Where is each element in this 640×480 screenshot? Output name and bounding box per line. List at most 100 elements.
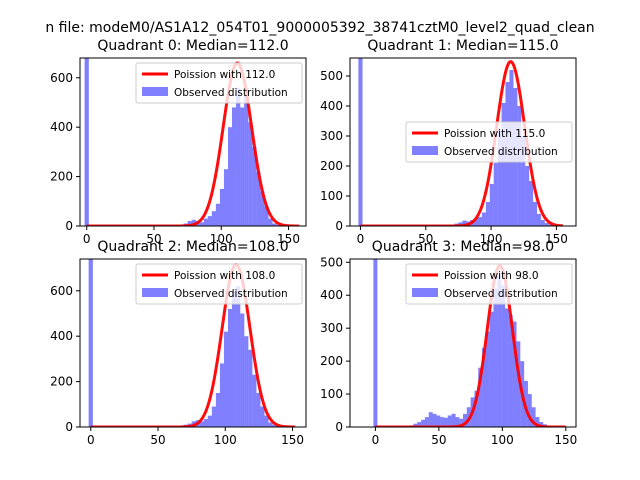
histogram-bar [493,163,498,226]
subplot-grid: Quadrant 0: Median=112.0 0 50 100 150 0 200 400… [50,38,577,447]
histogram-bar [474,390,479,427]
histogram-bar [512,321,517,427]
y-tick-label: 0 [65,420,73,434]
x-tick-label: 50 [418,232,433,246]
poisson-fit-line [374,264,567,427]
legend-patch-swatch [412,146,438,155]
histogram-bar [413,423,418,427]
histogram-bar [264,206,269,226]
histogram-bar [215,203,221,226]
legend-patch-swatch [412,288,438,297]
histogram-bar [421,419,426,427]
histogram-bar [252,146,257,226]
histogram-bar [462,220,467,226]
histogram-bar [260,191,265,226]
subplot-quadrant-2: Quadrant 2: Median=108.0 0 50 100 150 0 200 400… [50,239,307,447]
plot-area [373,259,567,427]
legend-label: Poission with 98.0 [444,270,539,282]
histogram-zero-spike [373,259,378,427]
axes-frame [349,57,577,227]
legend-patch-swatch [142,288,168,297]
histogram-bar [244,87,249,226]
legend-label: Observed distribution [444,146,558,158]
legend-label: Poission with 112.0 [174,69,275,81]
axes-frame [79,57,307,227]
histogram-bar [268,218,273,226]
histogram-bar [436,415,441,427]
histogram-bar [485,202,490,226]
y-tick-label: 100 [320,387,343,401]
histogram-bar [532,202,538,226]
x-tick-label: 0 [87,433,95,447]
legend-label: Poission with 108.0 [174,270,275,282]
x-tick-label: 50 [431,433,446,447]
y-tick-label: 200 [50,375,73,389]
histogram-bar [191,219,196,226]
histogram-bar [497,130,502,226]
y-tick-label: 400 [320,288,343,302]
histogram-bar [504,308,509,427]
histogram-bar [236,286,241,427]
histogram-zero-spike [88,259,93,427]
histogram-bar [219,188,225,226]
histogram-bar [272,223,277,226]
histogram-bar [232,290,237,427]
x-tick-label: 50 [150,433,165,447]
histogram-bar [215,392,221,427]
y-tick-label: 400 [50,120,73,134]
legend-box [405,263,573,305]
subplot-quadrant-0: Quadrant 0: Median=112.0 0 50 100 150 0 200 400… [50,38,307,246]
histogram-bar [232,107,237,226]
histogram-bar [244,336,249,427]
y-tick-label: 600 [50,71,73,85]
legend-box [135,62,303,104]
histogram-bar [223,331,229,427]
plot-area [88,259,297,427]
histogram-bar [240,313,245,427]
x-tick-label: 100 [210,232,233,246]
x-tick-label: 0 [372,433,380,447]
histogram-bar [223,169,229,226]
histogram-bar [508,315,513,427]
histogram-bar [203,419,208,427]
histogram-bar [447,415,452,427]
histogram-bar [525,166,530,226]
histogram-bar [211,406,217,427]
histogram-bar [535,417,540,427]
histogram-bar [268,422,273,427]
x-tick-label: 100 [491,433,514,447]
histogram-zero-spike [358,58,363,226]
subplot-quadrant-3: Quadrant 3: Median=98.0 0 50 100 150 0 100 200 3… [320,239,577,447]
y-tick-label: 400 [50,329,73,343]
histogram-bar [256,171,261,226]
histogram-bar [248,122,253,226]
histogram-bar [459,418,464,427]
y-tick-label: 300 [320,129,343,143]
y-tick-label: 0 [335,420,343,434]
legend-label: Observed distribution [174,87,288,99]
axes-frame [79,258,307,428]
y-tick-label: 600 [50,284,73,298]
histogram-bar [219,363,225,427]
histogram-bar [463,413,467,427]
histogram-bar [276,224,281,226]
legend: Poission with 108.0 Observed distribution [135,263,303,305]
x-tick-label: 50 [146,232,161,246]
histogram-bar [252,374,257,427]
histogram-bar [548,224,553,226]
histogram-bar [240,107,245,226]
legend-label: Poission with 115.0 [444,128,545,140]
subplot-title: Quadrant 3: Median=98.0 [372,239,554,255]
histogram-bar [501,285,506,427]
legend-box [405,121,573,163]
histogram-bar [199,222,204,226]
histogram-bar [256,392,261,427]
histogram-bar [203,218,208,226]
subplot-title: Quadrant 2: Median=108.0 [97,239,288,255]
histogram-bar [501,103,506,226]
histogram-zero-spike [84,58,89,226]
y-tick-label: 200 [320,159,343,173]
x-tick-label: 150 [281,433,304,447]
